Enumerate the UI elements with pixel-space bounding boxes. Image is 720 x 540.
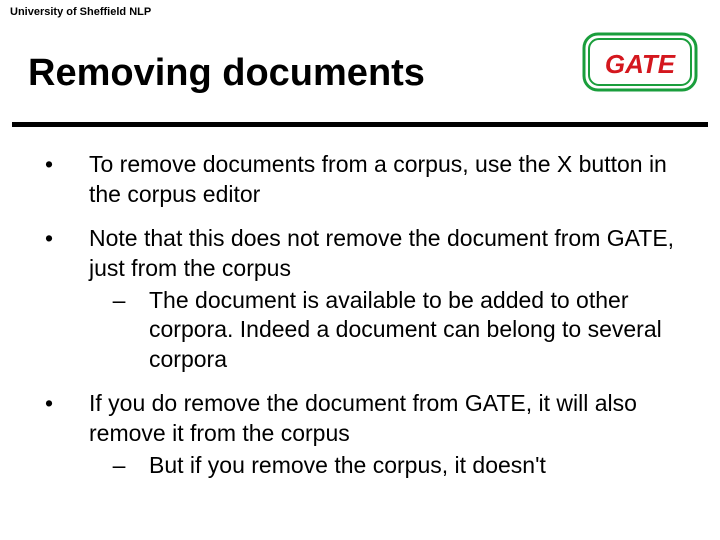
title-divider [12, 122, 708, 127]
bullet-text: To remove documents from a corpus, use t… [89, 150, 685, 210]
bullet-item: • If you do remove the document from GAT… [45, 389, 685, 481]
bullet-item: • Note that this does not remove the doc… [45, 224, 685, 375]
bullet-marker: • [45, 150, 89, 210]
sub-bullet-marker: – [89, 451, 149, 481]
bullet-marker: • [45, 389, 89, 481]
sub-bullet-marker: – [89, 286, 149, 376]
sub-bullet-item: – The document is available to be added … [89, 286, 685, 376]
bullet-text: If you do remove the document from GATE,… [89, 389, 685, 449]
sub-bullet-text: But if you remove the corpus, it doesn't [149, 451, 546, 481]
bullet-marker: • [45, 224, 89, 375]
sub-bullet-item: – But if you remove the corpus, it doesn… [89, 451, 685, 481]
page-title: Removing documents [28, 52, 425, 95]
gate-logo: GATE [582, 32, 698, 92]
bullet-text: Note that this does not remove the docum… [89, 224, 685, 284]
logo-text: GATE [605, 49, 676, 79]
content-area: • To remove documents from a corpus, use… [45, 150, 685, 495]
bullet-item: • To remove documents from a corpus, use… [45, 150, 685, 210]
header-label: University of Sheffield NLP [10, 6, 151, 18]
sub-bullet-text: The document is available to be added to… [149, 286, 685, 376]
